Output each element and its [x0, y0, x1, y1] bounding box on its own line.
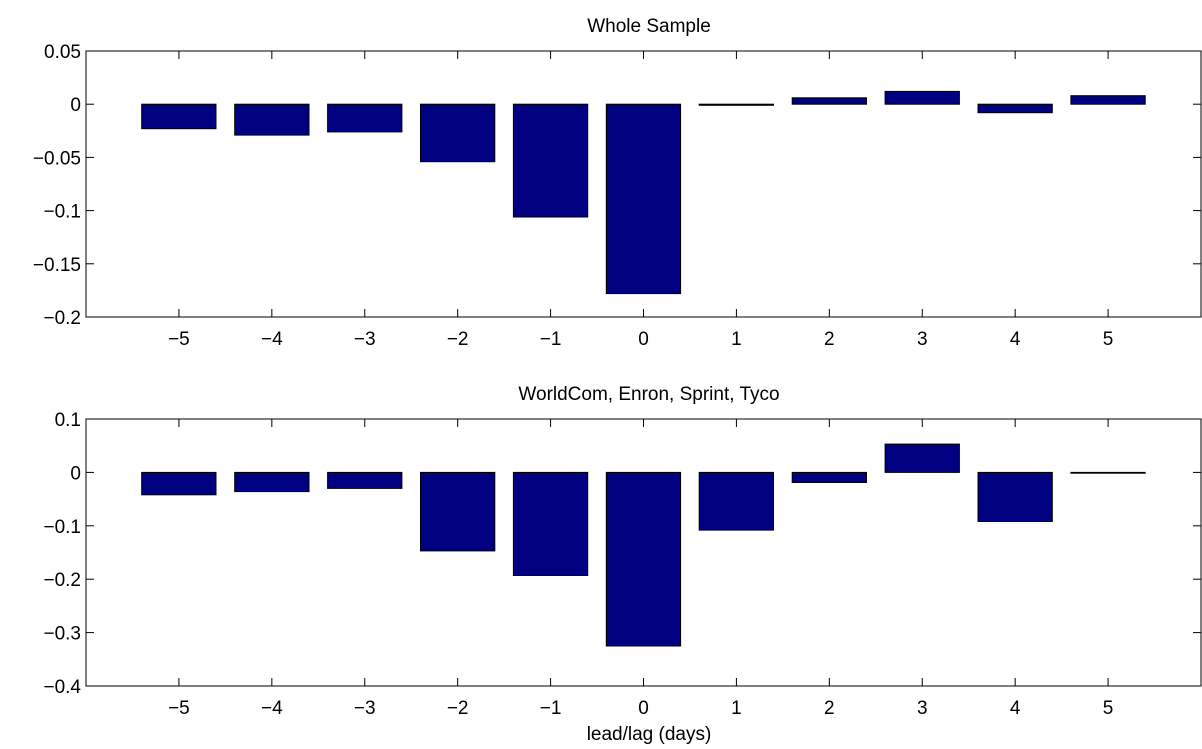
bar-minus-3: [327, 103, 403, 133]
x-tick-label: −2: [447, 698, 469, 719]
x-tick-label: 0: [638, 329, 649, 350]
x-axis-ticks: −5 −4 −3 −2 −1 0 1 2 3 4 5: [168, 51, 1113, 350]
x-tick-label: 0: [638, 698, 649, 719]
x-tick-label: −1: [540, 698, 562, 719]
bar-minus-3: [327, 471, 403, 489]
y-tick-label: −0.4: [43, 677, 81, 698]
bar-minus-2: [420, 103, 496, 163]
x-axis-label: lead/lag (days): [587, 724, 712, 745]
bar-group: [141, 443, 1146, 647]
bar-1: [698, 471, 775, 531]
x-tick-label: 3: [917, 329, 928, 350]
x-tick-label: 2: [824, 698, 835, 719]
x-tick-label: 3: [917, 698, 928, 719]
y-tick-label: −0.3: [43, 624, 81, 645]
bar-minus-5: [141, 471, 217, 496]
x-tick-label: −4: [261, 698, 283, 719]
bar-minus-1: [512, 103, 589, 218]
x-tick-label: −3: [354, 329, 376, 350]
bar-minus-4: [234, 103, 310, 136]
bar-2: [791, 471, 868, 483]
x-tick-label: 1: [731, 329, 742, 350]
y-tick-label: 0: [70, 95, 81, 116]
x-tick-label: 2: [824, 329, 835, 350]
y-tick-label: 0: [70, 463, 81, 484]
bar-minus-1: [512, 471, 589, 576]
bar-5: [1070, 95, 1146, 105]
bar-4: [977, 471, 1053, 522]
bar-2: [791, 97, 868, 105]
chart-panel-worldcom-enron-sprint-tyco: WorldCom, Enron, Sprint, Tyco −0.4−0.3−0…: [43, 384, 1202, 745]
chart-title: WorldCom, Enron, Sprint, Tyco: [518, 384, 779, 405]
x-tick-label: −3: [354, 698, 376, 719]
x-axis-ticks: −5 −4 −3 −2 −1 0 1 2 3 4 5: [168, 419, 1113, 719]
y-tick-label: 0.05: [44, 42, 81, 63]
y-tick-label: −0.1: [43, 202, 81, 223]
bar-3: [884, 90, 960, 105]
y-axis-ticks: −0.4 −0.3 −0.2 −0.1 0 0.1: [43, 410, 1201, 698]
bar-1: [698, 103, 775, 106]
x-tick-label: 4: [1010, 329, 1021, 350]
bar-3: [884, 443, 960, 473]
y-tick-label: 0.1: [55, 410, 81, 431]
x-tick-label: 5: [1103, 329, 1114, 350]
bar-0: [605, 471, 682, 647]
y-tick-label: −0.1: [43, 517, 81, 538]
bar-minus-4: [234, 471, 310, 493]
y-axis-ticks: −0.2 −0.15 −0.1 −0.05 0 0.05: [33, 42, 1201, 329]
x-tick-label: −1: [540, 329, 562, 350]
x-tick-label: 1: [731, 698, 742, 719]
bar-group: [141, 90, 1146, 295]
bar-0: [605, 103, 682, 295]
chart-title: Whole Sample: [587, 16, 711, 37]
x-tick-label: −5: [168, 698, 190, 719]
bar-4: [977, 103, 1053, 114]
x-tick-label: 4: [1010, 698, 1021, 719]
y-tick-label: −0.2: [43, 570, 81, 591]
y-tick-label: −0.05: [33, 148, 81, 169]
x-tick-label: −5: [168, 329, 190, 350]
x-tick-label: 5: [1103, 698, 1114, 719]
bar-minus-2: [420, 471, 496, 552]
x-tick-label: −4: [261, 329, 283, 350]
bar-minus-5: [141, 103, 217, 130]
bar-5: [1070, 471, 1146, 474]
y-tick-label: −0.2: [43, 308, 81, 329]
x-tick-label: −2: [447, 329, 469, 350]
y-tick-label: −0.15: [33, 255, 81, 276]
